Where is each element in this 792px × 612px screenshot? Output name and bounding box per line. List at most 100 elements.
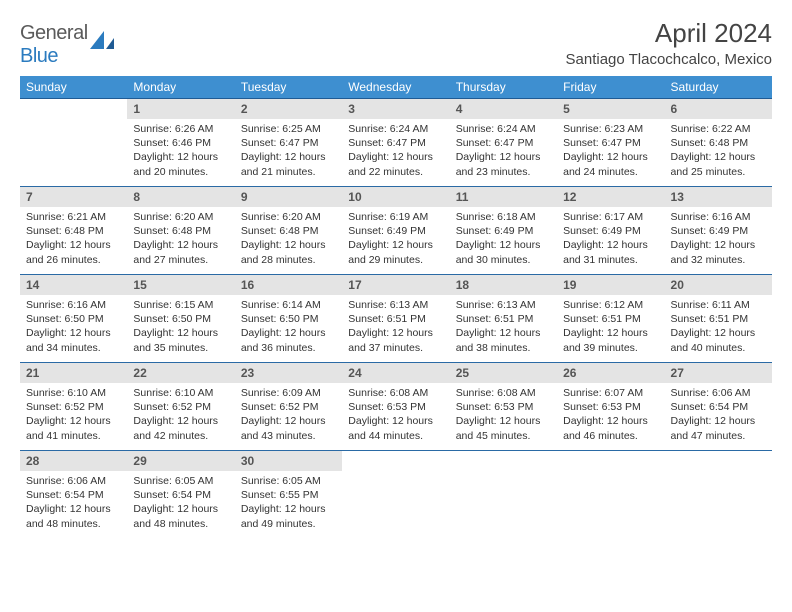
day-line-ss: Sunset: 6:51 PM xyxy=(671,312,766,326)
day-number: 10 xyxy=(342,187,449,207)
day-cell: 14Sunrise: 6:16 AMSunset: 6:50 PMDayligh… xyxy=(20,275,127,363)
week-row: 28Sunrise: 6:06 AMSunset: 6:54 PMDayligh… xyxy=(20,451,772,539)
day-line-d1: Daylight: 12 hours xyxy=(671,414,766,428)
day-line-d2: and 41 minutes. xyxy=(26,429,121,443)
day-line-sr: Sunrise: 6:12 AM xyxy=(563,298,658,312)
day-line-d2: and 29 minutes. xyxy=(348,253,443,267)
day-body: Sunrise: 6:08 AMSunset: 6:53 PMDaylight:… xyxy=(450,383,557,447)
day-body: Sunrise: 6:05 AMSunset: 6:54 PMDaylight:… xyxy=(127,471,234,535)
calendar-page: General Blue April 2024 Santiago Tlacoch… xyxy=(0,0,792,549)
day-line-d2: and 40 minutes. xyxy=(671,341,766,355)
day-line-sr: Sunrise: 6:20 AM xyxy=(133,210,228,224)
day-line-d2: and 26 minutes. xyxy=(26,253,121,267)
calendar-table: Sunday Monday Tuesday Wednesday Thursday… xyxy=(20,76,772,539)
day-line-ss: Sunset: 6:47 PM xyxy=(241,136,336,150)
dow-monday: Monday xyxy=(127,76,234,99)
day-line-d1: Daylight: 12 hours xyxy=(456,150,551,164)
day-line-ss: Sunset: 6:54 PM xyxy=(671,400,766,414)
day-body: Sunrise: 6:13 AMSunset: 6:51 PMDaylight:… xyxy=(450,295,557,359)
day-cell: .. xyxy=(342,451,449,539)
day-line-d2: and 46 minutes. xyxy=(563,429,658,443)
day-line-ss: Sunset: 6:53 PM xyxy=(563,400,658,414)
day-cell: 7Sunrise: 6:21 AMSunset: 6:48 PMDaylight… xyxy=(20,187,127,275)
day-line-ss: Sunset: 6:47 PM xyxy=(456,136,551,150)
day-line-d2: and 43 minutes. xyxy=(241,429,336,443)
day-body: Sunrise: 6:26 AMSunset: 6:46 PMDaylight:… xyxy=(127,119,234,183)
day-line-d2: and 28 minutes. xyxy=(241,253,336,267)
day-line-sr: Sunrise: 6:08 AM xyxy=(456,386,551,400)
day-cell: .. xyxy=(20,99,127,187)
day-line-sr: Sunrise: 6:10 AM xyxy=(133,386,228,400)
day-line-sr: Sunrise: 6:19 AM xyxy=(348,210,443,224)
dow-row: Sunday Monday Tuesday Wednesday Thursday… xyxy=(20,76,772,99)
day-number: 6 xyxy=(665,99,772,119)
day-body: Sunrise: 6:13 AMSunset: 6:51 PMDaylight:… xyxy=(342,295,449,359)
day-line-d1: Daylight: 12 hours xyxy=(241,414,336,428)
day-line-sr: Sunrise: 6:07 AM xyxy=(563,386,658,400)
dow-thursday: Thursday xyxy=(450,76,557,99)
day-number: 9 xyxy=(235,187,342,207)
day-line-sr: Sunrise: 6:13 AM xyxy=(348,298,443,312)
day-line-ss: Sunset: 6:52 PM xyxy=(133,400,228,414)
day-body: Sunrise: 6:09 AMSunset: 6:52 PMDaylight:… xyxy=(235,383,342,447)
day-body: Sunrise: 6:06 AMSunset: 6:54 PMDaylight:… xyxy=(665,383,772,447)
day-line-sr: Sunrise: 6:10 AM xyxy=(26,386,121,400)
location-label: Santiago Tlacochcalco, Mexico xyxy=(566,51,773,68)
day-line-d1: Daylight: 12 hours xyxy=(563,414,658,428)
day-body: Sunrise: 6:16 AMSunset: 6:49 PMDaylight:… xyxy=(665,207,772,271)
day-number: 15 xyxy=(127,275,234,295)
day-line-sr: Sunrise: 6:24 AM xyxy=(456,122,551,136)
day-body: Sunrise: 6:17 AMSunset: 6:49 PMDaylight:… xyxy=(557,207,664,271)
day-line-ss: Sunset: 6:51 PM xyxy=(456,312,551,326)
day-line-d1: Daylight: 12 hours xyxy=(563,150,658,164)
day-line-d1: Daylight: 12 hours xyxy=(348,150,443,164)
day-line-d1: Daylight: 12 hours xyxy=(26,238,121,252)
day-line-d1: Daylight: 12 hours xyxy=(241,502,336,516)
logo-word-2: Blue xyxy=(20,45,58,67)
day-line-sr: Sunrise: 6:16 AM xyxy=(26,298,121,312)
day-line-d1: Daylight: 12 hours xyxy=(26,414,121,428)
day-number: 20 xyxy=(665,275,772,295)
day-line-ss: Sunset: 6:55 PM xyxy=(241,488,336,502)
day-cell: 15Sunrise: 6:15 AMSunset: 6:50 PMDayligh… xyxy=(127,275,234,363)
day-line-sr: Sunrise: 6:22 AM xyxy=(671,122,766,136)
day-line-d2: and 48 minutes. xyxy=(133,517,228,531)
day-line-d1: Daylight: 12 hours xyxy=(671,150,766,164)
day-number: 26 xyxy=(557,363,664,383)
day-number: 13 xyxy=(665,187,772,207)
day-number: 5 xyxy=(557,99,664,119)
day-number: 19 xyxy=(557,275,664,295)
day-cell: 22Sunrise: 6:10 AMSunset: 6:52 PMDayligh… xyxy=(127,363,234,451)
day-line-sr: Sunrise: 6:25 AM xyxy=(241,122,336,136)
day-cell: 25Sunrise: 6:08 AMSunset: 6:53 PMDayligh… xyxy=(450,363,557,451)
day-line-ss: Sunset: 6:49 PM xyxy=(348,224,443,238)
day-line-d2: and 20 minutes. xyxy=(133,165,228,179)
day-line-d2: and 38 minutes. xyxy=(456,341,551,355)
dow-wednesday: Wednesday xyxy=(342,76,449,99)
day-line-ss: Sunset: 6:49 PM xyxy=(563,224,658,238)
day-line-d1: Daylight: 12 hours xyxy=(348,414,443,428)
day-line-d1: Daylight: 12 hours xyxy=(241,150,336,164)
day-body: Sunrise: 6:23 AMSunset: 6:47 PMDaylight:… xyxy=(557,119,664,183)
day-number: 22 xyxy=(127,363,234,383)
day-cell: 27Sunrise: 6:06 AMSunset: 6:54 PMDayligh… xyxy=(665,363,772,451)
day-number: 24 xyxy=(342,363,449,383)
day-line-d1: Daylight: 12 hours xyxy=(133,150,228,164)
day-number: 21 xyxy=(20,363,127,383)
day-line-d1: Daylight: 12 hours xyxy=(348,326,443,340)
day-number: 3 xyxy=(342,99,449,119)
day-line-sr: Sunrise: 6:23 AM xyxy=(563,122,658,136)
day-body: Sunrise: 6:15 AMSunset: 6:50 PMDaylight:… xyxy=(127,295,234,359)
day-line-ss: Sunset: 6:46 PM xyxy=(133,136,228,150)
logo: General Blue xyxy=(20,22,116,68)
day-cell: 13Sunrise: 6:16 AMSunset: 6:49 PMDayligh… xyxy=(665,187,772,275)
day-line-d1: Daylight: 12 hours xyxy=(26,326,121,340)
day-line-sr: Sunrise: 6:08 AM xyxy=(348,386,443,400)
day-body: Sunrise: 6:24 AMSunset: 6:47 PMDaylight:… xyxy=(342,119,449,183)
dow-tuesday: Tuesday xyxy=(235,76,342,99)
day-number: 23 xyxy=(235,363,342,383)
day-line-d2: and 45 minutes. xyxy=(456,429,551,443)
day-body: Sunrise: 6:11 AMSunset: 6:51 PMDaylight:… xyxy=(665,295,772,359)
day-number: 11 xyxy=(450,187,557,207)
day-line-sr: Sunrise: 6:18 AM xyxy=(456,210,551,224)
